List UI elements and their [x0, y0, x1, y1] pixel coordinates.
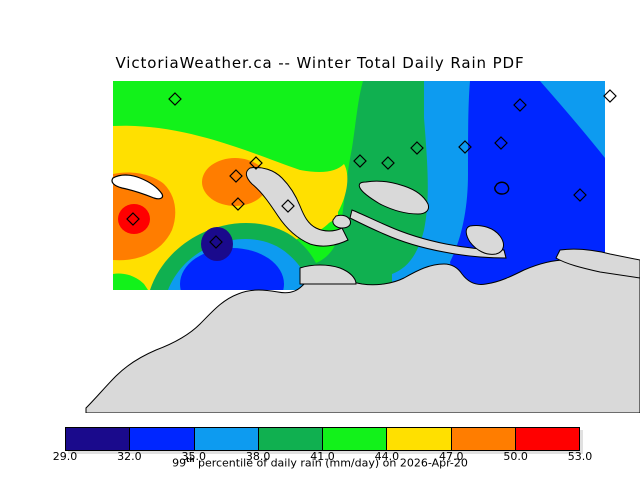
colorbar-band	[387, 428, 452, 450]
land-island-northwest	[111, 174, 164, 200]
colorbar-tick-label: 41.0	[310, 450, 335, 463]
station-marker	[603, 89, 617, 103]
station-markers	[126, 89, 617, 249]
colorbar-section: 29.0 32.0 35.0 38.0 41.0 44.0 47.0 50.0 53.0	[0, 420, 640, 480]
station-marker	[513, 98, 527, 112]
colorbar-band	[323, 428, 388, 450]
station-marker	[353, 154, 367, 168]
colorbar-caption: 99th percentile of daily rain (mm/day) o…	[0, 456, 640, 470]
station-marker	[231, 197, 245, 211]
colorbar-tick-label: 50.0	[503, 450, 528, 463]
colorbar-tick-label: 29.0	[52, 450, 78, 463]
land-islet-east	[494, 181, 510, 195]
colorbar-band	[130, 428, 195, 450]
colorbar	[65, 427, 580, 451]
contour-min-core-29-32	[201, 227, 233, 261]
colorbar-band	[66, 428, 131, 450]
caption-rest: percentile of daily rain (mm/day) on 202…	[194, 456, 468, 470]
colorbar-band	[515, 428, 579, 450]
land-promontory	[299, 264, 357, 285]
contour-band-41-44-south	[113, 273, 148, 290]
colorbar-tick-label: 44.0	[374, 450, 400, 463]
contour-lobe-44-47	[300, 164, 348, 238]
figure-title: VictoriaWeather.ca -- Winter Total Daily…	[115, 54, 525, 72]
station-marker	[281, 199, 295, 213]
station-marker	[126, 212, 140, 226]
land-mask	[85, 167, 640, 413]
colorbar-tick-label: 38.0	[245, 450, 271, 463]
colorbar-band	[451, 428, 516, 450]
land-bay-inlet	[245, 167, 349, 247]
station-marker	[168, 92, 182, 106]
station-marker	[249, 156, 263, 170]
station-marker	[381, 156, 395, 170]
station-marker	[573, 188, 587, 202]
map-canvas	[0, 78, 640, 413]
colorbar-tick-labels: 29.0 32.0 35.0 38.0 41.0 44.0 47.0 50.0 53.0	[0, 450, 640, 464]
contour-min-ring-32-35	[180, 248, 284, 290]
station-marker	[458, 140, 472, 154]
contour-map	[0, 78, 640, 413]
colorbar-tick-label: 53.0	[567, 450, 593, 463]
contour-peak-50-53	[118, 204, 150, 234]
contour-corner-35-38	[540, 81, 605, 158]
colorbar-tick-label: 32.0	[117, 450, 142, 463]
colorbar-tick-label: 47.0	[439, 450, 464, 463]
land-spit	[358, 180, 429, 215]
station-marker	[209, 235, 223, 249]
colorbar-band	[258, 428, 323, 450]
caption-prefix: 99	[172, 456, 187, 470]
station-marker	[410, 141, 424, 155]
land-east-coast	[555, 248, 640, 279]
land-east-islands	[465, 225, 504, 255]
colorbar-tick-label: 35.0	[181, 450, 207, 463]
colorbar-band	[194, 428, 259, 450]
caption-ordinal: th	[186, 456, 195, 464]
station-marker	[494, 136, 508, 150]
station-marker	[229, 169, 243, 183]
land-island-small	[332, 214, 351, 229]
